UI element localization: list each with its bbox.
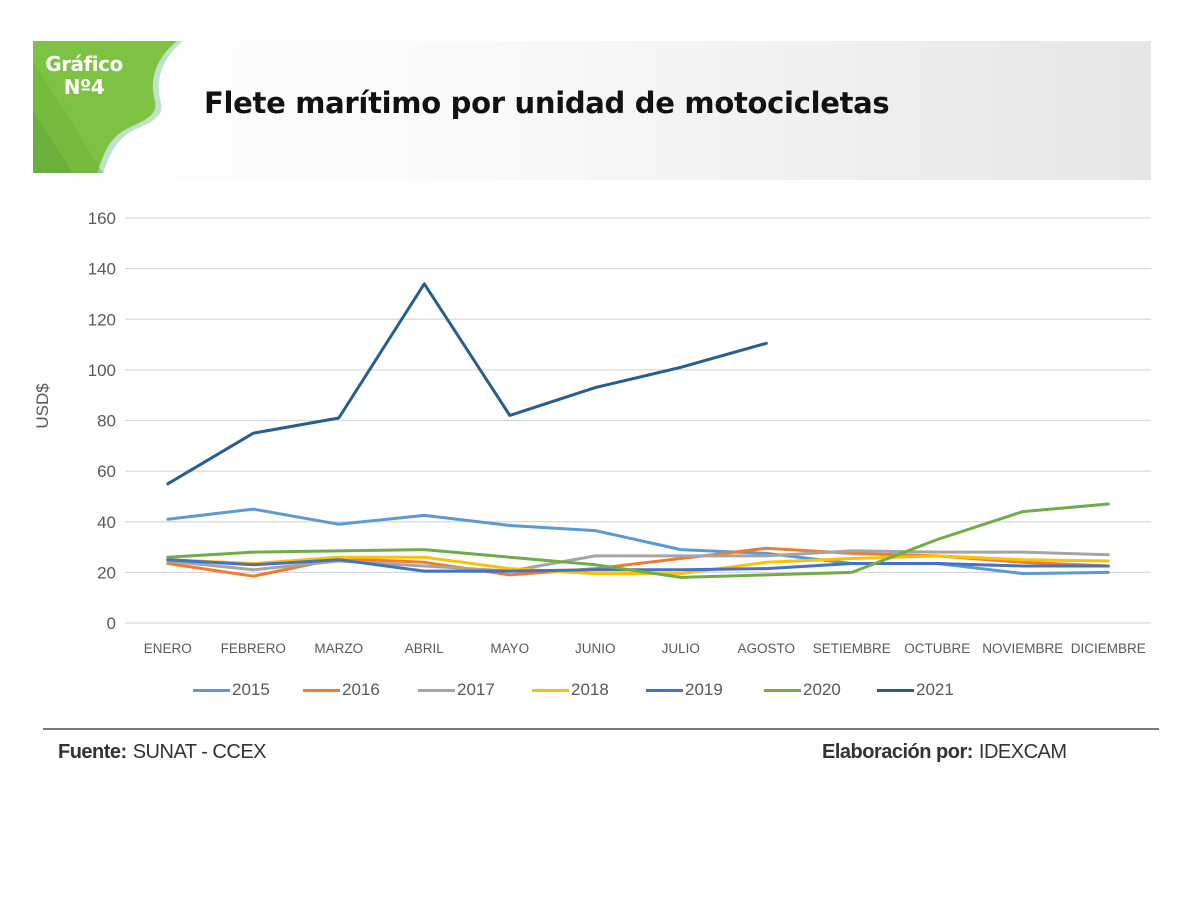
- x-tick-label: JULIO: [662, 641, 700, 656]
- legend-item-2018: 2018: [532, 678, 609, 702]
- x-tick-label: AGOSTO: [737, 641, 795, 656]
- y-tick-label: 80: [97, 412, 116, 431]
- x-tick-labels: ENERO FEBRERO MARZO ABRIL MAYO JUNIO JULIO AGOS…: [144, 641, 1146, 656]
- legend-item-2015: 2015: [193, 678, 270, 702]
- y-tick-label: 160: [88, 209, 116, 228]
- series-line-2021: [166, 282, 768, 486]
- x-tick-label: DICIEMBRE: [1071, 641, 1146, 656]
- series-line-2020: [166, 502, 1110, 579]
- footer-divider: [43, 728, 1159, 730]
- x-tick-label: MARZO: [314, 641, 363, 656]
- legend-item-2016: 2016: [303, 678, 380, 702]
- x-tick-label: NOVIEMBRE: [982, 641, 1063, 656]
- y-axis-label: USD$: [33, 383, 52, 429]
- chart-legend: 2015 2016 2017 2018 2019 2020 2021: [0, 678, 1181, 702]
- gridlines: [125, 217, 1151, 624]
- header-band: [33, 41, 1151, 180]
- legend-label: 2018: [571, 680, 609, 699]
- legend-item-2019: 2019: [646, 678, 723, 702]
- badge-stripe-light: [33, 61, 103, 173]
- legend-label: 2021: [916, 680, 954, 699]
- legend-item-2020: 2020: [764, 678, 841, 702]
- legend-label: 2015: [232, 680, 270, 699]
- legend-swatch: [532, 688, 569, 692]
- x-tick-label: JUNIO: [575, 641, 616, 656]
- y-tick-label: 0: [107, 614, 116, 633]
- badge-line-1: Gráfico: [45, 52, 123, 76]
- legend-swatch: [193, 688, 230, 692]
- legend-swatch: [418, 688, 455, 692]
- author-key: Elaboración por:: [822, 741, 973, 763]
- legend-item-2017: 2017: [418, 678, 495, 702]
- y-tick-label: 100: [88, 361, 116, 380]
- y-tick-label: 60: [97, 462, 116, 481]
- x-tick-label: FEBRERO: [221, 641, 286, 656]
- source-value: SUNAT - CCEX: [132, 741, 267, 763]
- y-tick-label: 40: [97, 513, 116, 532]
- legend-label: 2017: [457, 680, 495, 699]
- y-tick-label: 140: [88, 260, 116, 279]
- x-tick-label: SETIEMBRE: [813, 641, 891, 656]
- series-lines: [166, 282, 1110, 579]
- x-tick-label: MAYO: [490, 641, 529, 656]
- author-value: IDEXCAM: [978, 741, 1067, 763]
- page-title: Flete marítimo por unidad de motocicleta…: [204, 86, 890, 120]
- x-tick-label: ABRIL: [405, 641, 445, 656]
- series-line-2018: [166, 554, 1110, 576]
- series-line-2017: [166, 549, 1110, 573]
- legend-swatch: [646, 688, 683, 692]
- badge-label: Gráfico Nº4: [38, 53, 130, 99]
- chart-number-badge: [33, 41, 183, 173]
- legend-label: 2020: [803, 680, 841, 699]
- badge-line-2: Nº4: [63, 75, 105, 99]
- y-tick-labels: 0 20 40 60 80 100 120 140 160: [88, 209, 116, 633]
- x-tick-label: OCTUBRE: [904, 641, 970, 656]
- source-key: Fuente:: [58, 741, 127, 763]
- legend-label: 2016: [342, 680, 380, 699]
- x-tick-label: ENERO: [144, 641, 192, 656]
- y-tick-label: 20: [97, 563, 116, 582]
- line-chart: 0 20 40 60 80 100 120 140 160 USD$ ENERO FEBRERO M…: [33, 209, 1151, 656]
- legend-swatch: [764, 688, 801, 692]
- legend-swatch: [877, 688, 914, 692]
- y-tick-label: 120: [88, 310, 116, 329]
- source-note: Fuente: SUNAT - CCEX: [58, 741, 267, 764]
- legend-item-2021: 2021: [877, 678, 954, 702]
- author-note: Elaboración por: IDEXCAM: [822, 741, 1067, 764]
- legend-label: 2019: [685, 680, 723, 699]
- legend-swatch: [303, 688, 340, 692]
